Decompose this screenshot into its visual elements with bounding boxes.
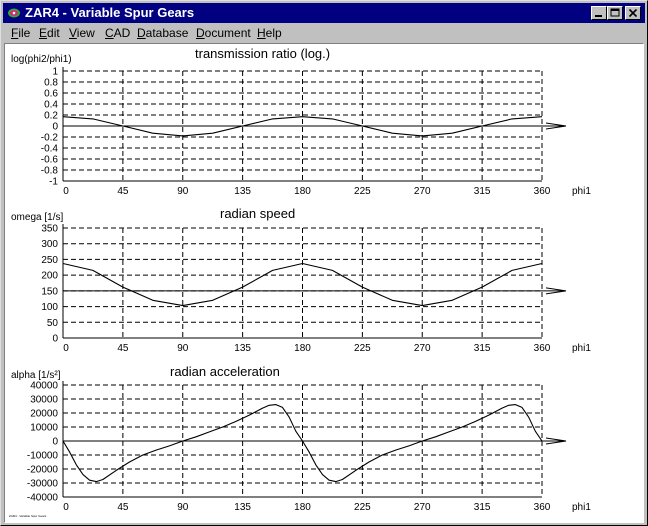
baseline-arrow [545,437,567,445]
x-axis-label: phi1 [572,502,591,513]
y-tick-label: 0.8 [44,78,58,89]
x-tick-label: 0 [63,343,69,354]
menu-cad[interactable]: CAD [105,26,131,40]
y-tick-label: -1 [49,177,58,188]
menu-database[interactable]: Database [137,26,189,40]
y-axis-label: log(phi2/phi1) [11,54,72,65]
x-tick-label: 180 [294,186,311,197]
x-tick-label: 45 [117,502,129,513]
app-gear-icon [8,8,20,18]
x-tick-label: 270 [414,186,431,197]
y-tick-label: 0 [52,334,58,345]
close-icon [628,8,638,18]
y-tick-label: -40000 [27,493,59,504]
y-tick-label: 200 [41,271,58,282]
window-title: ZAR4 - Variable Spur Gears [25,5,195,20]
baseline-arrow [545,122,567,130]
x-axis-label: phi1 [572,343,591,354]
chart-area: 1 0.8 0.6 0.4 0.2 0 -0.2 -0.4 -0.6 -0.8 -1 0 45 90 135… [4,43,644,523]
footer-text: ZAR4 - Variable Spur Gears [9,514,47,518]
y-tick-label: 1 [52,67,58,78]
x-tick-label: 315 [474,186,491,197]
x-tick-label: 315 [474,343,491,354]
menu-view[interactable]: View [69,26,95,40]
chart-3: 40000 30000 20000 10000 0 -10000 -20000 -30000 -… [11,364,591,513]
chart-2: 350 300 250 200 150 100 50 00 45 90 135 180 225 270 31… [11,206,591,354]
x-tick-label: 90 [177,186,189,197]
x-tick-label: 270 [414,343,431,354]
y-tick-label: -0.6 [41,155,59,166]
series-line [62,404,543,483]
y-tick-label: 10000 [30,423,58,434]
maximize-icon [610,8,620,17]
series-line [62,116,543,137]
y-tick-label: -30000 [27,479,59,490]
y-tick-label: 0 [52,122,58,133]
x-tick-label: 225 [354,502,371,513]
chart-1: 10.80.60.40.20-0.2-0.4-0.6-0.8-10 45 90 135… [11,46,591,197]
chart-title: radian acceleration [170,364,280,379]
maximize-button[interactable] [607,6,623,20]
y-tick-label: -20000 [27,465,59,476]
y-tick-label: 100 [41,302,58,313]
x-tick-label: 45 [117,343,129,354]
menu-file[interactable]: File [11,26,31,40]
title-bar[interactable]: ZAR4 - Variable Spur Gears [3,3,645,23]
close-button[interactable] [625,6,641,20]
x-tick-label: 90 [177,502,189,513]
y-tick-label: 0.4 [44,100,58,111]
baseline-arrow [545,287,567,295]
x-tick-label: 270 [414,502,431,513]
x-tick-label: 360 [534,186,551,197]
x-tick-label: 90 [177,343,189,354]
y-tick-label: -10000 [27,451,59,462]
y-tick-label: 250 [41,255,58,266]
menu-edit[interactable]: Edit [39,26,60,40]
x-tick-label: 225 [354,343,371,354]
x-tick-label: 180 [294,502,311,513]
x-tick-label: 315 [474,502,491,513]
y-tick-label: 0.2 [44,111,58,122]
x-tick-label: 360 [534,502,551,513]
y-tick-label: 150 [41,286,58,297]
minimize-button[interactable] [591,6,607,20]
x-tick-label: 180 [294,343,311,354]
y-tick-label: -0.2 [41,133,59,144]
y-tick-label: 0 [52,437,58,448]
y-tick-label: 30000 [30,395,58,406]
x-axis-label: phi1 [572,186,591,197]
charts-canvas: 10.80.60.40.20-0.2-0.4-0.6-0.8-10 45 90 135… [11,46,591,513]
x-tick-label: 135 [234,343,251,354]
y-axis-label: omega [1/s] [11,212,63,223]
y-tick-label: 40000 [30,381,58,392]
x-tick-label: 0 [63,502,69,513]
x-tick-label: 135 [234,186,251,197]
x-tick-label: 225 [354,186,371,197]
menu-help[interactable]: Help [257,26,282,40]
x-tick-label: 45 [117,186,129,197]
menu-bar: File Edit View CAD Database Document Hel… [3,24,645,43]
menu-document[interactable]: Document [196,26,251,40]
y-tick-label: -0.8 [41,166,59,177]
y-tick-label: 50 [47,318,59,329]
y-tick-label: 350 [41,224,58,235]
minimize-icon [595,15,602,17]
chart-title: radian speed [220,206,295,221]
series-line [62,262,543,307]
y-tick-label: 20000 [30,409,58,420]
y-tick-label: 0.6 [44,89,58,100]
chart-title: transmission ratio (log.) [195,46,330,61]
y-tick-label: 300 [41,239,58,250]
x-tick-label: 0 [63,186,69,197]
x-tick-label: 360 [534,343,551,354]
y-axis-label: alpha [1/s²] [11,370,61,381]
y-tick-label: -0.4 [41,144,59,155]
x-tick-label: 135 [234,502,251,513]
